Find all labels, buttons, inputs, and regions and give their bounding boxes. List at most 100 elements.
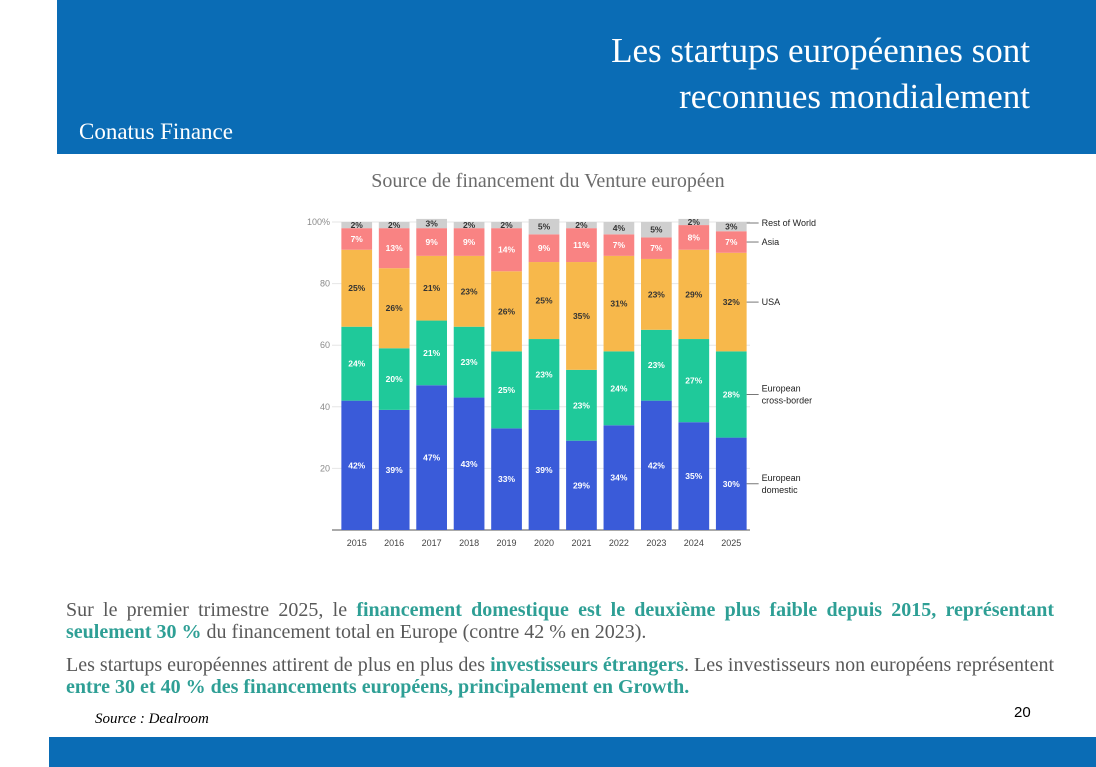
data-label: 30%	[723, 479, 740, 489]
bar-segment	[491, 351, 522, 429]
data-label: 43%	[461, 459, 478, 469]
data-label: 23%	[648, 360, 665, 370]
data-label: 2%	[688, 217, 701, 227]
bar-segment	[341, 249, 373, 327]
data-label: 35%	[573, 311, 590, 321]
data-label: 9%	[463, 237, 476, 247]
data-label: 24%	[348, 359, 365, 369]
p2-highlight-2: entre 30 et 40 % des financements europé…	[66, 676, 690, 698]
data-label: 20%	[386, 374, 403, 384]
data-label: 34%	[610, 473, 627, 483]
data-label: 3%	[425, 219, 438, 229]
data-label: 25%	[348, 283, 365, 293]
bar-segment	[416, 218, 447, 229]
data-label: 7%	[725, 237, 738, 247]
data-label: 28%	[723, 389, 740, 399]
data-label: 23%	[461, 357, 478, 367]
data-label: 27%	[685, 376, 702, 386]
data-label: 39%	[386, 465, 403, 475]
data-label: 23%	[648, 289, 665, 299]
data-label: 7%	[613, 240, 626, 250]
bar-segment	[566, 222, 597, 229]
bar-segment	[453, 222, 485, 229]
p1-highlight: financement domestique est le deuxième p…	[66, 599, 1055, 643]
bar-segment	[678, 218, 710, 226]
p2-text-1: Les startups européennes attirent de plu…	[66, 654, 491, 676]
title-line-2: reconnues mondialement	[679, 77, 1030, 116]
bar-segment	[491, 271, 522, 352]
bar-segment	[341, 400, 373, 530]
bar-segment	[528, 339, 560, 410]
x-tick-label: 2015	[347, 538, 367, 548]
x-tick-label: 2022	[609, 538, 629, 548]
paragraph-2: Les startups européennes attirent de plu…	[66, 654, 1054, 698]
data-label: 13%	[386, 243, 403, 253]
data-label: 47%	[423, 453, 440, 463]
y-tick-label: 20	[320, 463, 330, 473]
p2-highlight-1: investisseurs étrangers	[490, 654, 684, 676]
brand-name: Conatus Finance	[79, 119, 233, 144]
data-label: 4%	[613, 223, 626, 233]
data-label: 5%	[538, 222, 551, 232]
bar-segment	[378, 228, 410, 269]
bar-segment	[416, 385, 447, 530]
x-tick-label: 2021	[571, 538, 591, 548]
legend-label: Asia	[762, 237, 780, 247]
bar-segment	[416, 320, 447, 386]
bar-segment	[603, 222, 635, 235]
bar-segment	[603, 425, 635, 530]
x-tick-label: 2020	[534, 538, 554, 548]
x-tick-label: 2023	[646, 538, 666, 548]
legend-label: domestic	[762, 485, 799, 495]
x-tick-label: 2016	[384, 538, 404, 548]
bar-segment	[341, 326, 373, 401]
bar-segment	[566, 440, 597, 530]
bar-segment	[416, 255, 447, 321]
bar-segment	[715, 351, 747, 438]
x-tick-label: 2018	[459, 538, 479, 548]
x-tick-label: 2019	[497, 538, 517, 548]
bar-segment	[678, 225, 710, 250]
data-label: 42%	[348, 460, 365, 470]
data-label: 35%	[685, 471, 702, 481]
y-tick-label: 80	[320, 279, 330, 289]
legend-label: USA	[762, 297, 781, 307]
data-label: 2%	[388, 220, 401, 230]
bar-segment	[678, 422, 710, 530]
data-label: 29%	[685, 289, 702, 299]
data-label: 7%	[650, 243, 663, 253]
title-line-1: Les startups européennes sont	[611, 31, 1030, 70]
bar-segment	[491, 428, 522, 530]
legend-label: European	[762, 473, 801, 483]
data-label: 7%	[351, 234, 364, 244]
bar-segment	[641, 258, 672, 330]
bar-segment	[453, 255, 485, 327]
data-label: 33%	[498, 474, 515, 484]
bar-segment	[566, 228, 597, 263]
bar-segment	[603, 351, 635, 426]
bar-segment	[566, 369, 597, 441]
bar-segment	[528, 409, 560, 530]
x-tick-label: 2025	[721, 538, 741, 548]
bar-segment	[453, 397, 485, 530]
bar-segment	[453, 228, 485, 256]
bar-segment	[528, 218, 560, 235]
bar-segment	[715, 231, 747, 253]
data-label: 31%	[610, 299, 627, 309]
data-label: 2%	[463, 220, 476, 230]
data-label: 11%	[573, 240, 590, 250]
p2-text-2: . Les investisseurs non européens représ…	[683, 654, 1054, 676]
bar-segment	[603, 234, 635, 256]
legend-label: European	[762, 383, 801, 393]
data-label: 21%	[423, 348, 440, 358]
data-label: 23%	[461, 286, 478, 296]
header-banner: Les startups européennes sont reconnues …	[57, 0, 1096, 154]
bar-segment	[603, 255, 635, 352]
bar-segment	[378, 409, 410, 530]
paragraph-1: Sur le premier trimestre 2025, le financ…	[66, 599, 1054, 643]
bar-segment	[641, 329, 672, 401]
bar-segment	[641, 237, 672, 259]
y-tick-label: 40	[320, 402, 330, 412]
bar-segment	[641, 222, 672, 238]
bar-segment	[641, 400, 672, 530]
